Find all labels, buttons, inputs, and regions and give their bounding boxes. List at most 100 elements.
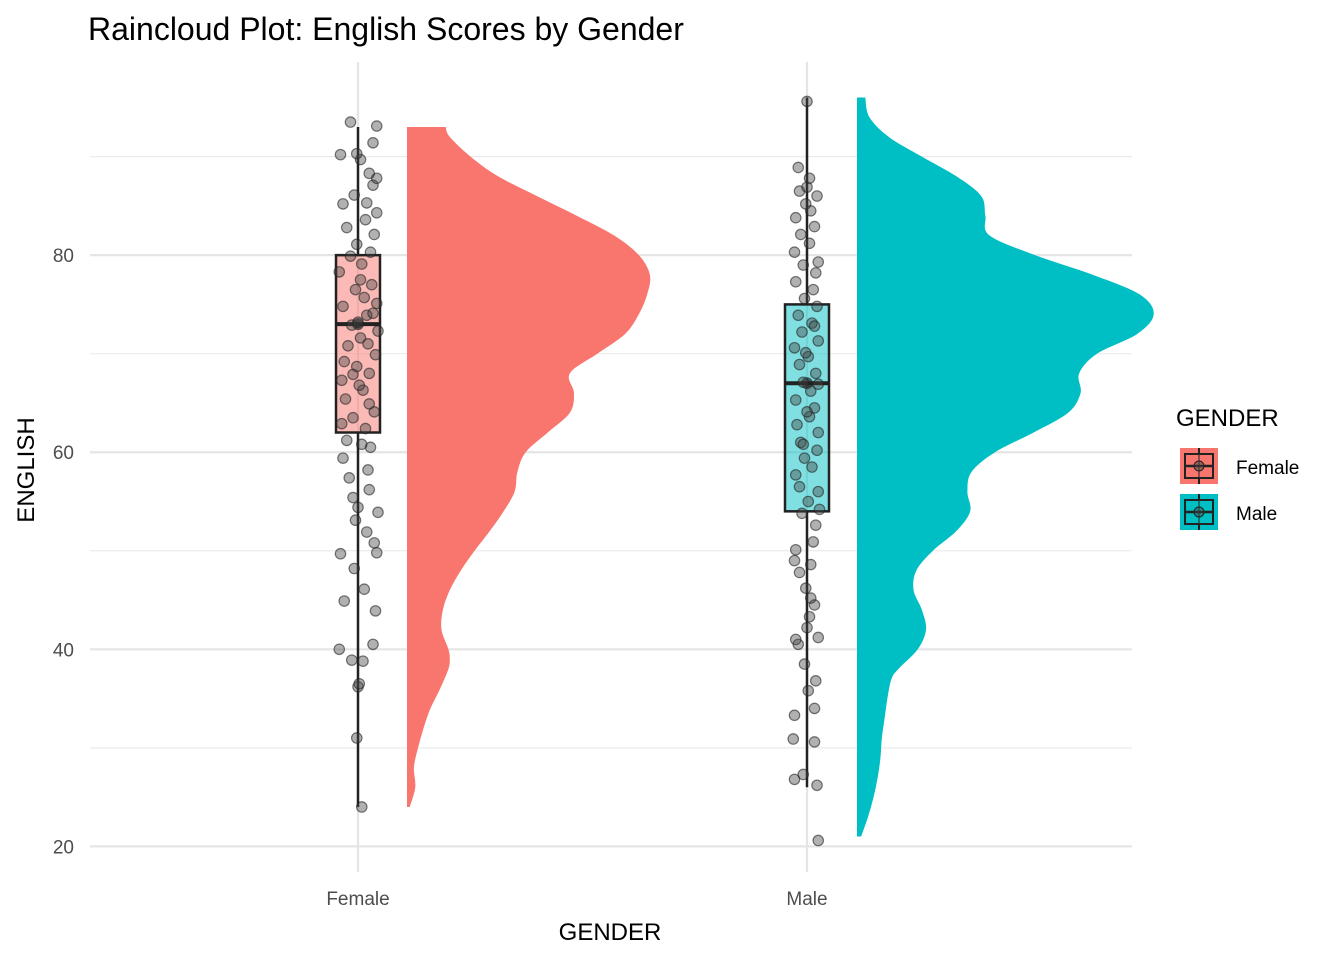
data-point bbox=[363, 483, 376, 496]
data-point bbox=[344, 116, 357, 128]
data-point bbox=[789, 543, 802, 556]
x-axis-title: GENDER bbox=[559, 919, 662, 946]
data-point bbox=[802, 495, 815, 508]
data-point bbox=[360, 526, 373, 538]
data-point bbox=[344, 250, 357, 262]
data-point bbox=[799, 346, 812, 359]
data-point bbox=[340, 434, 353, 447]
data-point bbox=[335, 417, 348, 430]
data-point bbox=[801, 181, 813, 193]
data-point bbox=[349, 283, 362, 296]
data-point bbox=[788, 773, 801, 786]
data-point bbox=[359, 422, 372, 435]
data-point bbox=[812, 485, 825, 498]
data-point bbox=[333, 266, 346, 278]
data-point bbox=[791, 418, 803, 431]
data-point bbox=[788, 554, 801, 567]
data-point bbox=[801, 406, 813, 418]
data-point bbox=[350, 732, 363, 744]
data-point bbox=[811, 779, 823, 792]
data-point bbox=[339, 393, 352, 405]
legend-point bbox=[1193, 460, 1205, 472]
data-point bbox=[362, 338, 374, 350]
legend-key-female: Female bbox=[1180, 448, 1299, 484]
data-point bbox=[343, 472, 356, 484]
data-point bbox=[364, 246, 377, 258]
data-point bbox=[334, 547, 347, 560]
data-point bbox=[338, 355, 351, 368]
data-point bbox=[350, 238, 363, 251]
data-point bbox=[369, 348, 382, 361]
data-point bbox=[354, 153, 367, 166]
data-point bbox=[811, 190, 823, 202]
data-point bbox=[369, 605, 382, 617]
data-point bbox=[358, 583, 371, 595]
data-point bbox=[359, 213, 372, 226]
data-point bbox=[807, 283, 820, 296]
data-point bbox=[347, 411, 359, 424]
data-point bbox=[345, 654, 358, 666]
data-point bbox=[340, 221, 353, 234]
data-point bbox=[370, 546, 383, 559]
data-point bbox=[812, 631, 825, 644]
data-point bbox=[354, 332, 367, 344]
data-point bbox=[809, 367, 822, 380]
data-point bbox=[348, 562, 361, 575]
data-point bbox=[793, 480, 806, 493]
data-point bbox=[363, 367, 376, 380]
data-point bbox=[803, 610, 816, 623]
data-point bbox=[788, 709, 801, 722]
data-point bbox=[354, 273, 367, 286]
y-axis-title: ENGLISH bbox=[13, 417, 40, 522]
data-point bbox=[367, 137, 379, 149]
data-point bbox=[363, 398, 376, 410]
data-point bbox=[812, 256, 825, 268]
data-point bbox=[333, 643, 346, 656]
box-male bbox=[783, 303, 831, 513]
density-cloud-male bbox=[857, 97, 1154, 837]
data-point bbox=[342, 339, 354, 352]
data-point bbox=[360, 309, 373, 322]
data-point bbox=[334, 148, 347, 161]
data-point bbox=[808, 220, 821, 233]
data-point bbox=[355, 438, 368, 451]
data-point bbox=[357, 655, 369, 667]
data-point bbox=[353, 379, 366, 392]
legend: GENDER Female Male bbox=[1176, 405, 1299, 530]
data-point bbox=[796, 326, 808, 338]
data-point bbox=[337, 452, 349, 464]
data-point bbox=[347, 491, 359, 504]
data-point bbox=[370, 206, 383, 219]
data-point bbox=[807, 536, 820, 548]
y-tick-label: 80 bbox=[53, 246, 74, 267]
data-point bbox=[363, 167, 376, 180]
data-point bbox=[360, 197, 373, 209]
data-point bbox=[370, 297, 383, 310]
density-cloud-female bbox=[407, 127, 651, 807]
data-point bbox=[812, 834, 825, 847]
data-point bbox=[335, 374, 348, 387]
data-point bbox=[337, 300, 349, 313]
data-point bbox=[367, 638, 379, 651]
data-point bbox=[794, 228, 807, 241]
data-point bbox=[797, 438, 810, 451]
data-point bbox=[362, 464, 374, 476]
data-point bbox=[792, 309, 805, 322]
axis-ticks: 20 40 60 80 Female Male bbox=[53, 246, 828, 910]
data-point bbox=[789, 633, 802, 646]
y-tick-label: 40 bbox=[53, 640, 74, 661]
data-point bbox=[803, 237, 816, 250]
data-point bbox=[812, 378, 825, 391]
data-point bbox=[347, 368, 359, 381]
data-point bbox=[799, 198, 812, 210]
data-point bbox=[370, 120, 383, 132]
data-point bbox=[789, 275, 802, 288]
data-point bbox=[803, 172, 816, 185]
legend-key-male: Male bbox=[1180, 494, 1277, 530]
data-point bbox=[804, 592, 817, 604]
data-point bbox=[352, 316, 364, 328]
data-point bbox=[809, 267, 822, 279]
data-point bbox=[808, 599, 821, 611]
legend-title: GENDER bbox=[1176, 405, 1279, 432]
